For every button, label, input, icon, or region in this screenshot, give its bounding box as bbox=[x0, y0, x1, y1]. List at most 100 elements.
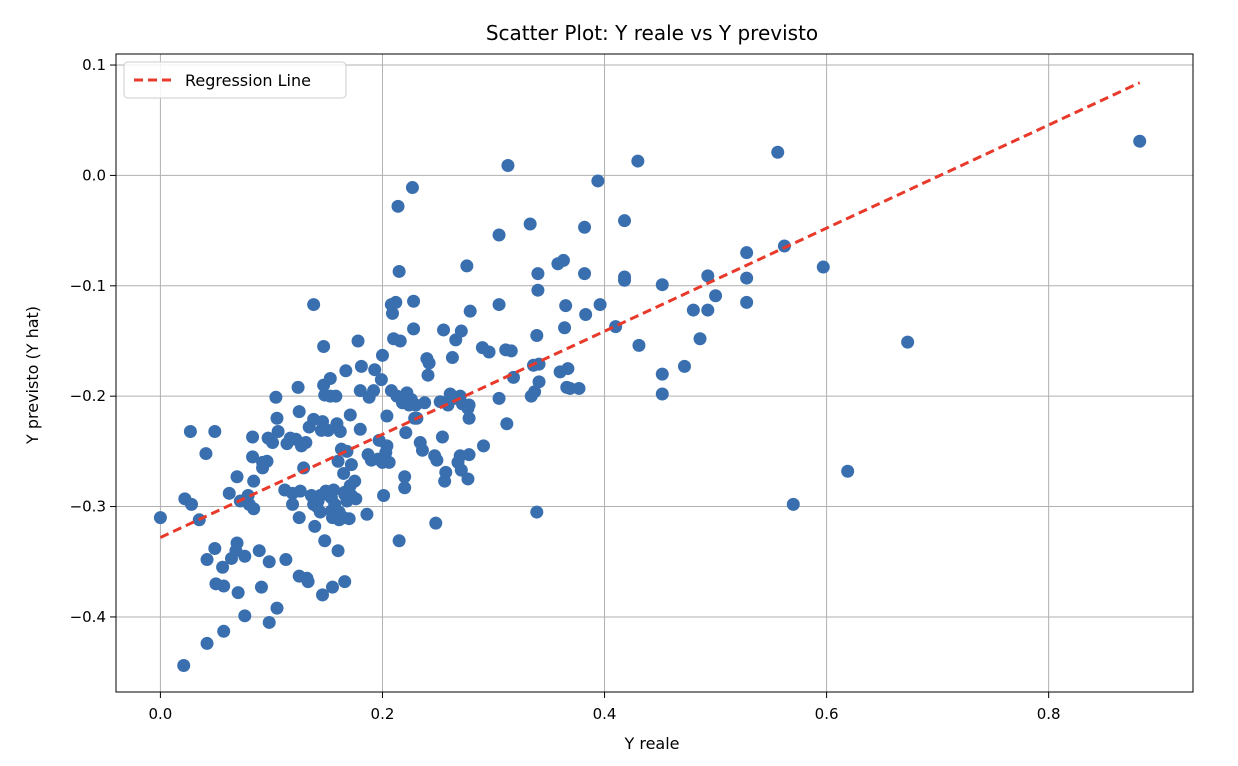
scatter-point bbox=[254, 580, 268, 594]
scatter-point bbox=[380, 409, 394, 423]
scatter-point bbox=[492, 298, 506, 312]
scatter-point bbox=[200, 553, 214, 567]
scatter-point bbox=[338, 575, 352, 589]
scatter-point bbox=[531, 283, 545, 297]
scatter-point bbox=[437, 323, 451, 337]
scatter-point bbox=[482, 345, 496, 359]
scatter-point bbox=[655, 278, 669, 292]
scatter-point bbox=[392, 264, 406, 278]
scatter-point bbox=[421, 368, 435, 382]
scatter-point bbox=[266, 436, 280, 450]
scatter-point bbox=[462, 448, 476, 462]
scatter-point bbox=[593, 298, 607, 312]
scatter-point bbox=[153, 511, 167, 525]
x-tick-label: 0.0 bbox=[148, 705, 172, 723]
scatter-point bbox=[349, 492, 363, 506]
x-tick-label: 0.6 bbox=[815, 705, 839, 723]
x-axis-ticks: 0.0 0.2 0.4 0.6 0.8 bbox=[148, 692, 1061, 723]
scatter-point bbox=[392, 534, 406, 548]
scatter-point bbox=[1133, 134, 1147, 148]
scatter-point bbox=[353, 422, 367, 436]
scatter-point bbox=[271, 425, 285, 439]
scatter-point bbox=[578, 220, 592, 234]
legend: Regression Line bbox=[123, 61, 347, 99]
scatter-point bbox=[435, 430, 449, 444]
scatter-point bbox=[618, 273, 632, 287]
scatter-point bbox=[208, 425, 222, 439]
scatter-point bbox=[238, 549, 252, 563]
scatter-point bbox=[270, 601, 284, 615]
scatter-point bbox=[351, 334, 365, 348]
scatter-point bbox=[286, 497, 300, 511]
scatter-point bbox=[360, 507, 374, 521]
scatter-point bbox=[246, 450, 260, 464]
scatter-point bbox=[461, 472, 475, 486]
scatter-point bbox=[337, 466, 351, 480]
legend-label-regression-line: Regression Line bbox=[185, 71, 311, 90]
scatter-point bbox=[216, 560, 230, 574]
scatter-point bbox=[463, 304, 477, 318]
y-tick-label: −0.3 bbox=[70, 498, 106, 516]
grid-lines bbox=[116, 54, 1193, 692]
scatter-point bbox=[317, 340, 331, 354]
scatter-point bbox=[177, 659, 191, 673]
scatter-point bbox=[398, 470, 412, 484]
scatter-point bbox=[393, 334, 407, 348]
scatter-point bbox=[333, 425, 347, 439]
scatter-point bbox=[321, 423, 335, 437]
x-tick-label: 0.2 bbox=[371, 705, 395, 723]
scatter-point bbox=[500, 417, 514, 431]
scatter-point bbox=[501, 158, 515, 172]
scatter-point bbox=[398, 481, 412, 495]
scatter-points bbox=[153, 134, 1147, 673]
x-tick-label: 0.8 bbox=[1037, 705, 1061, 723]
scatter-point bbox=[578, 267, 592, 281]
scatter-point bbox=[262, 555, 276, 569]
scatter-point bbox=[655, 387, 669, 401]
scatter-point bbox=[247, 474, 261, 488]
scatter-point bbox=[439, 465, 453, 479]
scatter-point bbox=[331, 544, 345, 558]
scatter-point bbox=[342, 512, 356, 526]
plot-frame bbox=[115, 53, 1194, 693]
scatter-point bbox=[323, 372, 337, 386]
scatter-point bbox=[331, 454, 345, 468]
scatter-point bbox=[418, 396, 432, 410]
scatter-point bbox=[445, 351, 459, 365]
scatter-point bbox=[771, 145, 785, 159]
x-axis-label: Y reale bbox=[623, 734, 679, 753]
scatter-point bbox=[316, 588, 330, 602]
scatter-point bbox=[701, 303, 715, 317]
scatter-point bbox=[222, 486, 236, 500]
scatter-point bbox=[532, 375, 546, 389]
scatter-point bbox=[339, 364, 353, 378]
scatter-point bbox=[374, 373, 388, 387]
scatter-point bbox=[299, 436, 313, 450]
scatter-point bbox=[454, 324, 468, 338]
scatter-point bbox=[530, 328, 544, 342]
regression-line-group bbox=[159, 81, 1141, 539]
scatter-point bbox=[655, 367, 669, 381]
scatter-point bbox=[579, 307, 593, 321]
y-axis-label: Y previsto (Y hat) bbox=[23, 306, 42, 445]
scatter-point bbox=[530, 505, 544, 519]
scatter-point bbox=[430, 453, 444, 467]
scatter-point bbox=[238, 609, 252, 623]
y-tick-label: −0.2 bbox=[70, 387, 106, 405]
scatter-point bbox=[208, 542, 222, 556]
scatter-point bbox=[559, 299, 573, 313]
scatter-point bbox=[415, 443, 429, 457]
scatter-point bbox=[382, 455, 396, 469]
scatter-point bbox=[185, 497, 199, 511]
scatter-point bbox=[460, 259, 474, 273]
scatter-point bbox=[313, 505, 327, 519]
scatter-point bbox=[422, 356, 436, 370]
chart-title: Scatter Plot: Y reale vs Y previsto bbox=[486, 21, 818, 45]
legend-box bbox=[123, 61, 347, 99]
x-tick-label: 0.4 bbox=[593, 705, 617, 723]
y-axis-ticks: 0.1 0.0 −0.1 −0.2 −0.3 −0.4 bbox=[70, 56, 116, 626]
scatter-point bbox=[740, 271, 754, 285]
scatter-point bbox=[246, 430, 260, 444]
scatter-point bbox=[399, 426, 413, 440]
scatter-point bbox=[326, 580, 340, 594]
